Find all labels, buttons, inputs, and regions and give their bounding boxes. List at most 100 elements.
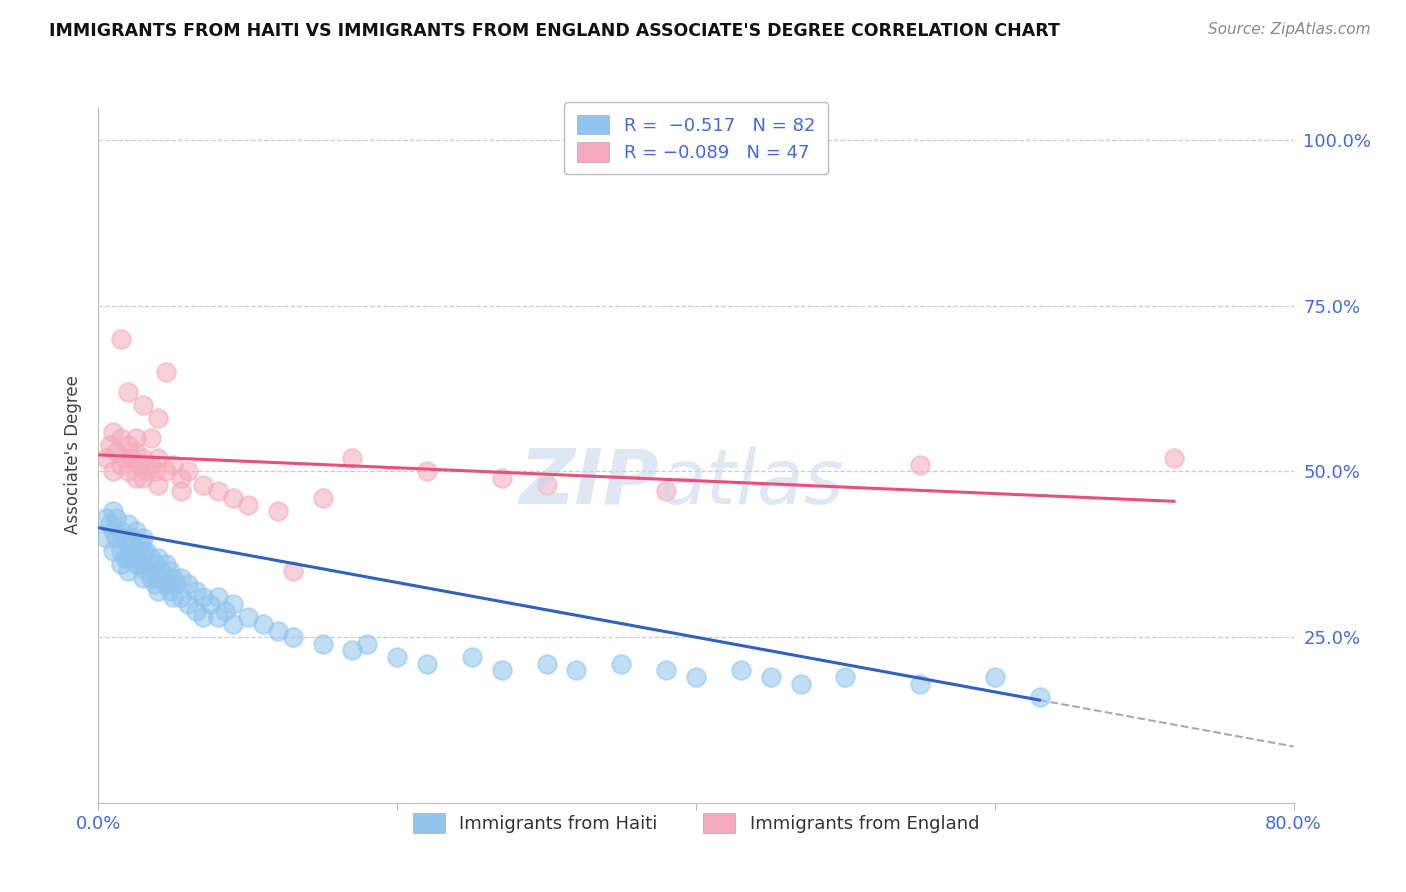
Point	[252, 616, 274, 631]
Point	[177, 465, 200, 479]
Point	[908, 676, 931, 690]
Point	[222, 597, 245, 611]
Point	[236, 610, 259, 624]
Point	[416, 657, 439, 671]
Point	[200, 597, 222, 611]
Point	[184, 583, 207, 598]
Point	[114, 531, 136, 545]
Point	[169, 591, 191, 605]
Point	[984, 670, 1007, 684]
Point	[125, 524, 148, 538]
Point	[120, 451, 142, 466]
Point	[155, 465, 177, 479]
Point	[311, 491, 333, 505]
Point	[155, 558, 177, 572]
Point	[536, 477, 558, 491]
Point	[159, 564, 181, 578]
Point	[120, 550, 142, 565]
Point	[214, 604, 236, 618]
Point	[177, 577, 200, 591]
Point	[536, 657, 558, 671]
Point	[207, 591, 229, 605]
Point	[132, 544, 155, 558]
Text: ZIP: ZIP	[520, 446, 661, 520]
Point	[908, 458, 931, 472]
Point	[177, 597, 200, 611]
Point	[148, 583, 170, 598]
Point	[110, 431, 132, 445]
Point	[356, 637, 378, 651]
Point	[385, 650, 409, 665]
Point	[191, 477, 214, 491]
Point	[129, 537, 152, 551]
Text: IMMIGRANTS FROM HAITI VS IMMIGRANTS FROM ENGLAND ASSOCIATE'S DEGREE CORRELATION : IMMIGRANTS FROM HAITI VS IMMIGRANTS FROM…	[49, 22, 1060, 40]
Text: Source: ZipAtlas.com: Source: ZipAtlas.com	[1208, 22, 1371, 37]
Point	[132, 558, 155, 572]
Point	[342, 451, 364, 466]
Point	[103, 524, 125, 538]
Point	[222, 616, 245, 631]
Point	[1028, 690, 1050, 704]
Point	[103, 544, 125, 558]
Point	[94, 531, 117, 545]
Point	[110, 558, 132, 572]
Point	[110, 524, 132, 538]
Point	[120, 531, 142, 545]
Point	[789, 676, 811, 690]
Point	[98, 517, 122, 532]
Point	[143, 577, 166, 591]
Point	[98, 438, 122, 452]
Point	[103, 504, 125, 518]
Point	[491, 471, 513, 485]
Point	[281, 564, 304, 578]
Point	[730, 663, 752, 677]
Point	[94, 451, 117, 466]
Point	[416, 465, 439, 479]
Point	[139, 570, 162, 584]
Point	[148, 411, 170, 425]
Point	[148, 550, 170, 565]
Point	[759, 670, 782, 684]
Point	[135, 544, 157, 558]
Point	[94, 511, 117, 525]
Point	[1163, 451, 1185, 466]
Point	[139, 431, 162, 445]
Point	[236, 498, 259, 512]
Point	[114, 451, 136, 466]
Point	[169, 570, 191, 584]
Point	[655, 484, 678, 499]
Point	[103, 465, 125, 479]
Point	[139, 458, 162, 472]
Point	[191, 591, 214, 605]
Point	[281, 630, 304, 644]
Point	[162, 458, 184, 472]
Point	[117, 438, 139, 452]
Point	[132, 531, 155, 545]
Point	[103, 425, 125, 439]
Point	[461, 650, 484, 665]
Point	[491, 663, 513, 677]
Point	[132, 398, 155, 412]
Point	[148, 570, 170, 584]
Point	[222, 491, 245, 505]
Point	[184, 604, 207, 618]
Point	[129, 558, 152, 572]
Point	[117, 465, 139, 479]
Point	[139, 550, 162, 565]
Point	[155, 365, 177, 379]
Point	[105, 531, 128, 545]
Y-axis label: Associate's Degree: Associate's Degree	[65, 376, 83, 534]
Point	[267, 624, 290, 638]
Point	[162, 591, 184, 605]
Point	[125, 431, 148, 445]
Point	[143, 558, 166, 572]
Text: atlas: atlas	[661, 446, 845, 520]
Point	[165, 577, 187, 591]
Point	[117, 537, 139, 551]
Point	[150, 564, 173, 578]
Point	[342, 643, 364, 657]
Point	[135, 564, 157, 578]
Point	[191, 610, 214, 624]
Point	[125, 444, 148, 458]
Point	[117, 384, 139, 399]
